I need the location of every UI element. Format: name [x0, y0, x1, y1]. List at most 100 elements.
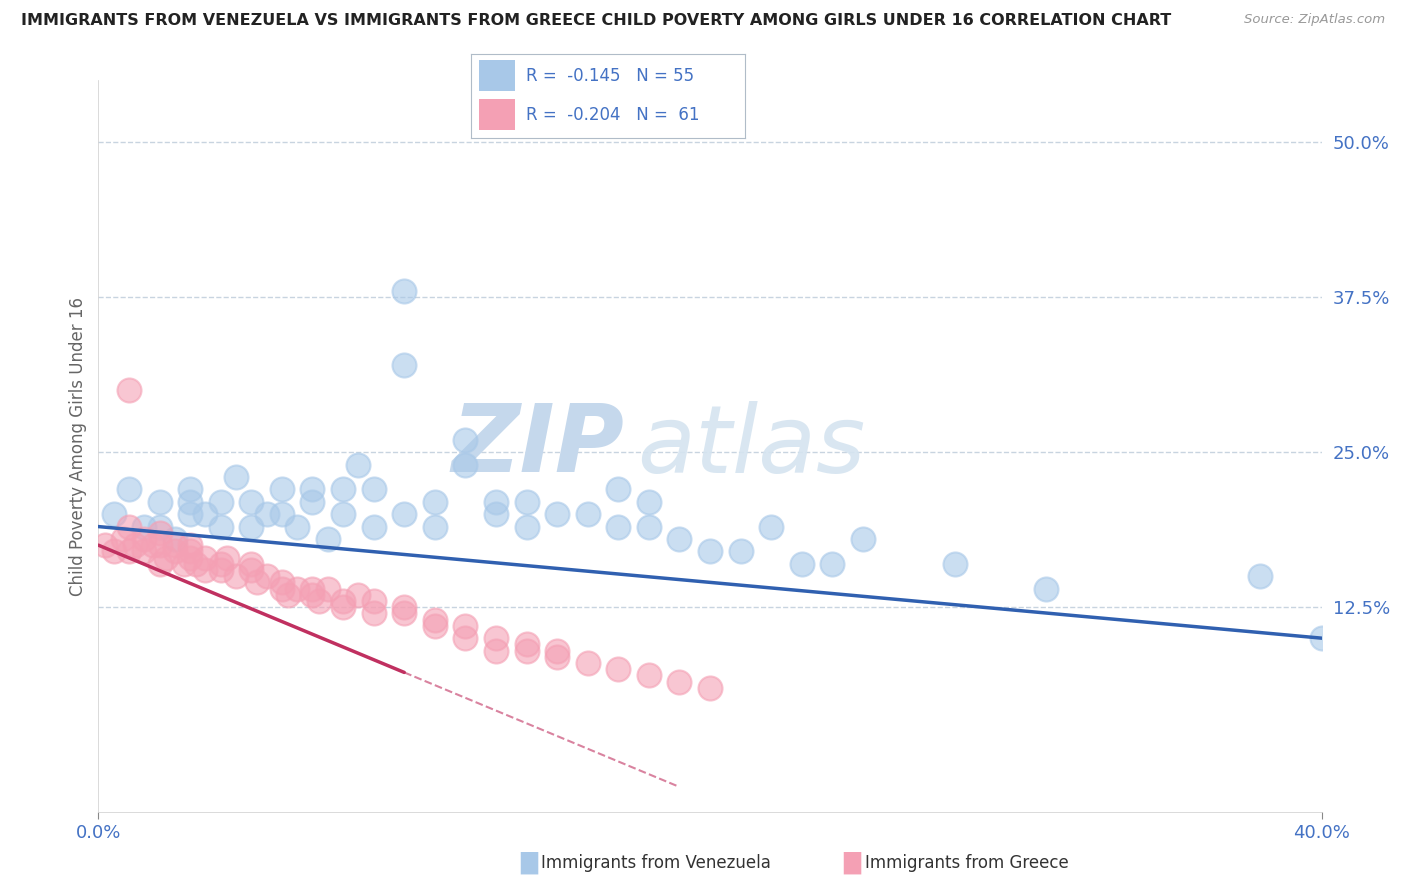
Point [730, 544, 752, 558]
Point [485, 507, 508, 521]
Point [454, 433, 477, 447]
Point [790, 557, 813, 571]
Point [240, 563, 263, 577]
Point [225, 470, 247, 484]
Point [179, 495, 201, 509]
Point [347, 458, 370, 472]
Point [93, 538, 115, 552]
Text: atlas: atlas [637, 401, 865, 491]
Bar [479, 99, 515, 130]
Point [215, 550, 238, 565]
Point [270, 575, 292, 590]
Point [516, 637, 538, 651]
Y-axis label: Child Poverty Among Girls Under 16: Child Poverty Among Girls Under 16 [69, 296, 87, 596]
Point [821, 557, 844, 571]
Point [576, 656, 599, 670]
Point [607, 519, 630, 533]
Point [308, 594, 330, 608]
Point [301, 588, 323, 602]
Point [392, 359, 416, 373]
Point [363, 594, 385, 608]
Point [118, 383, 141, 397]
Point [759, 519, 782, 533]
Point [301, 582, 323, 596]
Point [943, 557, 966, 571]
Point [256, 507, 278, 521]
Point [179, 544, 201, 558]
Point [607, 483, 630, 497]
Point [485, 643, 508, 657]
Point [149, 525, 172, 540]
Point [179, 507, 201, 521]
Point [173, 557, 195, 571]
Point [363, 483, 385, 497]
Point [209, 563, 232, 577]
Point [576, 507, 599, 521]
Text: █: █ [844, 851, 860, 874]
Point [392, 600, 416, 615]
Point [516, 643, 538, 657]
Point [155, 550, 177, 565]
Point [179, 538, 201, 552]
Point [179, 550, 201, 565]
Bar [479, 61, 515, 91]
Text: Immigrants from Venezuela: Immigrants from Venezuela [541, 854, 770, 871]
Text: ZIP: ZIP [451, 400, 624, 492]
Point [454, 619, 477, 633]
Point [637, 668, 661, 682]
Point [699, 681, 721, 695]
Point [392, 507, 416, 521]
Point [240, 495, 263, 509]
Point [194, 507, 217, 521]
Point [852, 532, 875, 546]
Point [637, 519, 661, 533]
Point [668, 532, 690, 546]
Point [668, 674, 690, 689]
Point [332, 600, 354, 615]
Point [134, 544, 156, 558]
Point [423, 495, 446, 509]
Point [118, 483, 141, 497]
Point [270, 483, 292, 497]
Point [516, 519, 538, 533]
Point [423, 519, 446, 533]
Text: Immigrants from Greece: Immigrants from Greece [865, 854, 1069, 871]
Point [1249, 569, 1271, 583]
Point [209, 495, 232, 509]
Point [332, 507, 354, 521]
Point [607, 662, 630, 676]
Point [240, 557, 263, 571]
Point [301, 483, 323, 497]
Point [516, 495, 538, 509]
Point [1035, 582, 1057, 596]
Point [246, 575, 269, 590]
Point [240, 519, 263, 533]
Point [270, 582, 292, 596]
Point [454, 458, 477, 472]
Point [285, 519, 308, 533]
Text: IMMIGRANTS FROM VENEZUELA VS IMMIGRANTS FROM GREECE CHILD POVERTY AMONG GIRLS UN: IMMIGRANTS FROM VENEZUELA VS IMMIGRANTS … [21, 13, 1171, 29]
Point [209, 519, 232, 533]
Point [149, 519, 172, 533]
Point [149, 557, 172, 571]
Point [124, 538, 146, 552]
Point [332, 483, 354, 497]
Point [256, 569, 278, 583]
Point [270, 507, 292, 521]
Point [225, 569, 247, 583]
Point [699, 544, 721, 558]
Point [423, 619, 446, 633]
Text: █: █ [520, 851, 537, 874]
Point [485, 631, 508, 645]
Text: R =  -0.204   N =  61: R = -0.204 N = 61 [526, 105, 699, 123]
Point [363, 519, 385, 533]
Point [637, 495, 661, 509]
Point [118, 544, 141, 558]
Point [142, 538, 165, 552]
Point [392, 607, 416, 621]
Point [1310, 631, 1333, 645]
Point [316, 532, 339, 546]
Point [163, 538, 186, 552]
Point [332, 594, 354, 608]
Point [363, 607, 385, 621]
